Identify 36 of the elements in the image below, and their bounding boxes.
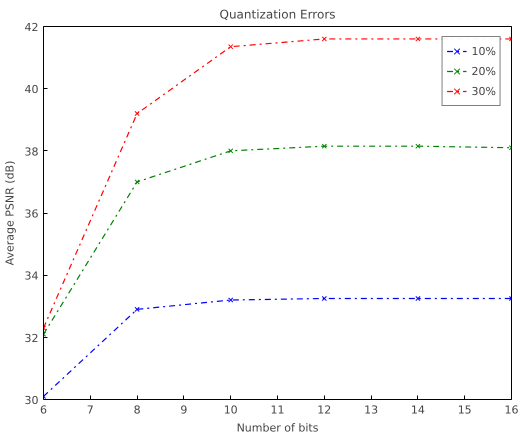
y-tick-label: 38 bbox=[24, 145, 39, 158]
y-tick-label: 36 bbox=[24, 208, 39, 220]
x-tick-label: 15 bbox=[458, 404, 472, 416]
x-tick-label: 6 bbox=[40, 404, 47, 416]
x-tick-label: 11 bbox=[270, 404, 284, 416]
point bbox=[228, 148, 234, 154]
point bbox=[322, 296, 327, 302]
point bbox=[415, 296, 421, 302]
y-tick-label: 40 bbox=[24, 83, 39, 96]
point bbox=[322, 36, 327, 42]
point bbox=[228, 44, 234, 50]
y-tick-label: 34 bbox=[24, 270, 39, 283]
point bbox=[228, 297, 234, 303]
legend-label: 20% bbox=[472, 64, 496, 78]
x-tick-label: 16 bbox=[504, 404, 518, 416]
x-tick-label: 13 bbox=[364, 404, 378, 416]
point bbox=[415, 36, 421, 42]
y-tick-label: 32 bbox=[24, 332, 39, 345]
x-tick-label: 10 bbox=[224, 404, 238, 416]
point bbox=[134, 179, 140, 185]
x-axis-title: Number of bits bbox=[236, 422, 319, 434]
legend-label: 10% bbox=[472, 44, 496, 58]
point bbox=[134, 306, 140, 312]
x-tick-label: 8 bbox=[134, 404, 141, 416]
x-tick-label: 14 bbox=[410, 404, 425, 416]
x-tick-label: 7 bbox=[86, 404, 94, 416]
x-tick-label: 9 bbox=[180, 404, 188, 416]
chart-title: Quantization Errors bbox=[220, 8, 336, 22]
y-tick-label: 42 bbox=[24, 21, 39, 34]
y-axis-title: Average PSNR (dB) bbox=[4, 160, 17, 266]
y-tick-label: 30 bbox=[24, 394, 39, 407]
legend-label: 30% bbox=[472, 84, 496, 98]
point bbox=[322, 144, 327, 149]
point bbox=[134, 110, 140, 116]
point bbox=[415, 144, 421, 149]
x-tick-label: 12 bbox=[317, 404, 332, 416]
